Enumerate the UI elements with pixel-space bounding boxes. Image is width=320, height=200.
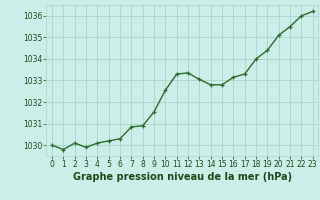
X-axis label: Graphe pression niveau de la mer (hPa): Graphe pression niveau de la mer (hPa) <box>73 172 292 182</box>
